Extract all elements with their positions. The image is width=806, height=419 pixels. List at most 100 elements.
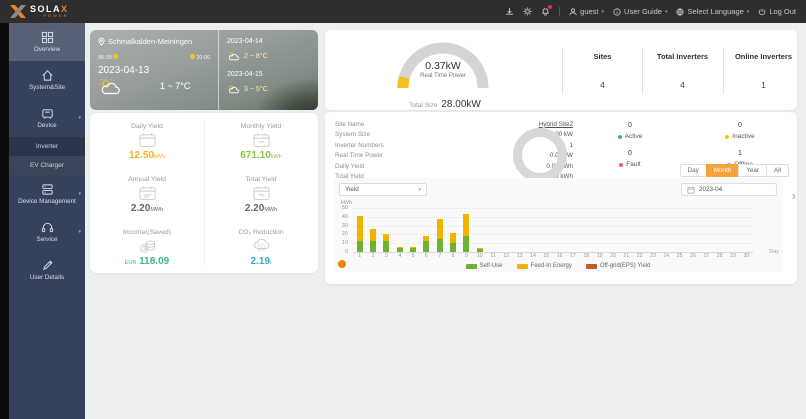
co2-reduction-card: CO₂ Reduction CO₂ 2.19t xyxy=(204,221,318,274)
site-name-link[interactable]: Hybrid Site2 xyxy=(538,120,573,128)
legend-swatch xyxy=(585,263,597,269)
sunset-sun-icon xyxy=(189,54,195,59)
stat-label: Sites xyxy=(593,52,612,61)
sidebar-item-service[interactable]: Service ▾ xyxy=(9,213,85,251)
x-axis-unit-label: Day xyxy=(769,249,779,255)
gauge-value: 0.37kW xyxy=(425,60,461,72)
legend-swatch xyxy=(516,263,528,269)
sidebar-subitem-inverter[interactable]: Inverter xyxy=(9,137,85,156)
weather-location: Schmalkalden-Meiningen xyxy=(108,37,193,46)
solax-x-logo-icon xyxy=(10,5,26,18)
metric-select[interactable]: Yield ▾ xyxy=(339,183,427,196)
svg-text:CO₂: CO₂ xyxy=(257,242,265,247)
chevron-down-icon: ▾ xyxy=(664,8,668,15)
legend-swatch xyxy=(465,263,477,269)
gauge-label: Real Time Power xyxy=(420,73,466,79)
svg-text:$: $ xyxy=(142,246,146,252)
co2-reduction-value: 2.19t xyxy=(250,255,272,267)
settings-gear-icon[interactable] xyxy=(523,7,532,16)
total-size-value: 28.00kW xyxy=(441,99,481,110)
user-menu[interactable]: guest ▾ xyxy=(569,7,604,16)
income-value: EUR 118.09 xyxy=(124,255,170,267)
y-axis: 0 10 20 30 40 50 xyxy=(341,205,348,255)
sidebar-item-device-management[interactable]: Device Management ▾ xyxy=(9,175,85,213)
daily-yield-card: Daily Yield 12.50kWh xyxy=(90,115,204,168)
legend-feed-in-energy[interactable]: Feed-In Energy xyxy=(516,263,572,269)
annual-yield-label: Annual Yield xyxy=(128,175,166,183)
next-site-arrow[interactable]: › xyxy=(791,188,796,203)
legend-self-use[interactable]: Self-Use xyxy=(465,263,503,269)
stat-sites: Sites 4 xyxy=(562,48,642,94)
site-info-row: Site Name Hybrid Site2 xyxy=(335,120,573,128)
stat-value: 4 xyxy=(680,80,685,90)
range-month-button[interactable]: Month xyxy=(705,164,740,177)
notification-badge xyxy=(548,5,553,9)
sidebar-item-label: Device xyxy=(37,122,57,129)
sidebar-item-user-details[interactable]: User Details xyxy=(9,251,85,289)
stat-value: 4 xyxy=(600,80,605,90)
sunrise-sun-icon xyxy=(113,54,119,59)
income-card: Income/(Saved) $ EUR 118.09 xyxy=(90,221,204,274)
status-inactive: 0 Inactive xyxy=(695,122,785,140)
chevron-icon: ▾ xyxy=(78,191,81,197)
weather-date: 2023-04-13 xyxy=(98,65,150,76)
date-picker-value: 2023-04 xyxy=(699,186,723,193)
site-detail-card: Site Name Hybrid Site2 System Size 10.00… xyxy=(325,112,797,284)
status-fault: 0 Fault xyxy=(585,150,675,168)
real-time-power-gauge: 0.37kW Real Time Power xyxy=(388,36,498,92)
location-pin-icon xyxy=(98,37,105,46)
brand-subtitle: POWER xyxy=(43,13,69,18)
overview-grid-icon xyxy=(41,31,53,44)
globe-icon xyxy=(676,7,685,16)
sidebar-item-device[interactable]: Device ▾ xyxy=(9,99,85,137)
fault-status-dot xyxy=(619,162,624,167)
forecast-temperature: 3 ~ 5°C xyxy=(244,85,268,93)
device-box-icon xyxy=(41,109,53,119)
status-active: 0 Active xyxy=(585,122,675,140)
layers-icon xyxy=(41,184,53,195)
cloudy-sun-weather-icon xyxy=(228,52,239,61)
calendar-day-icon xyxy=(139,132,155,147)
yield-summary-panel: Daily Yield 12.50kWh Monthly Yield 671.1… xyxy=(90,113,318,273)
legend-off-grid-yield[interactable]: Off-grid(EPS) Yield xyxy=(585,263,650,269)
top-header: SOLAX POWER guest ▾ User Guide ▾ Select … xyxy=(0,0,806,23)
annual-yield-card: Annual Yield 2.20MWh xyxy=(90,168,204,221)
calendar-year-icon xyxy=(139,185,155,200)
co2-cloud-icon: CO₂ xyxy=(253,238,269,251)
select-language-label: Select Language xyxy=(687,7,744,16)
range-year-button[interactable]: Year xyxy=(738,164,767,177)
site-info-row: Total Yield 694.20 kWh xyxy=(335,173,573,181)
daily-yield-value: 12.50kWh xyxy=(128,149,166,161)
annual-yield-value: 2.20MWh xyxy=(130,202,164,214)
sidebar-item-overview[interactable]: Overview xyxy=(9,23,85,61)
subitem-label: Inverter xyxy=(35,143,59,150)
sidebar-item-system-site[interactable]: System&Site xyxy=(9,61,85,99)
sidebar-item-label: Overview xyxy=(33,46,61,53)
headset-icon xyxy=(41,222,53,233)
sidebar-item-label: System&Site xyxy=(28,84,66,91)
chevron-icon: ▾ xyxy=(78,115,81,121)
date-picker[interactable]: 2023-04 xyxy=(681,183,777,196)
chart-legend: Self-Use Feed-In Energy Off-grid(EPS) Yi… xyxy=(333,263,783,269)
monthly-yield-value: 671.10kWh xyxy=(240,149,282,161)
home-icon xyxy=(42,70,52,81)
sidebar-subitem-ev-charger[interactable]: EV Charger xyxy=(9,156,85,175)
range-day-button[interactable]: Day xyxy=(679,164,707,177)
notifications-bell-icon[interactable] xyxy=(541,5,553,16)
gauge-arc xyxy=(397,42,489,89)
sidebar-nav: Overview System&Site Device ▾ Inverter E… xyxy=(9,23,85,419)
sunset-time: 20:06 xyxy=(196,55,210,61)
fleet-summary-card: 0.37kW Real Time Power Total Size 28.00kW… xyxy=(325,30,797,110)
active-status-dot xyxy=(617,134,622,139)
chart-brand-dot-icon[interactable] xyxy=(338,260,346,268)
language-menu[interactable]: Select Language ▾ xyxy=(676,7,749,16)
user-guide-menu[interactable]: User Guide ▾ xyxy=(613,7,667,16)
site-info-row: Inverter Numbers 1 xyxy=(335,141,573,149)
brand-name-x: X xyxy=(61,4,69,14)
logout-button[interactable]: Log Out xyxy=(758,7,796,16)
total-yield-label: Total Yield xyxy=(245,175,277,183)
range-all-button[interactable]: All xyxy=(766,164,789,177)
total-yield-value: 2.20MWh xyxy=(244,202,278,214)
download-icon[interactable] xyxy=(505,7,514,16)
